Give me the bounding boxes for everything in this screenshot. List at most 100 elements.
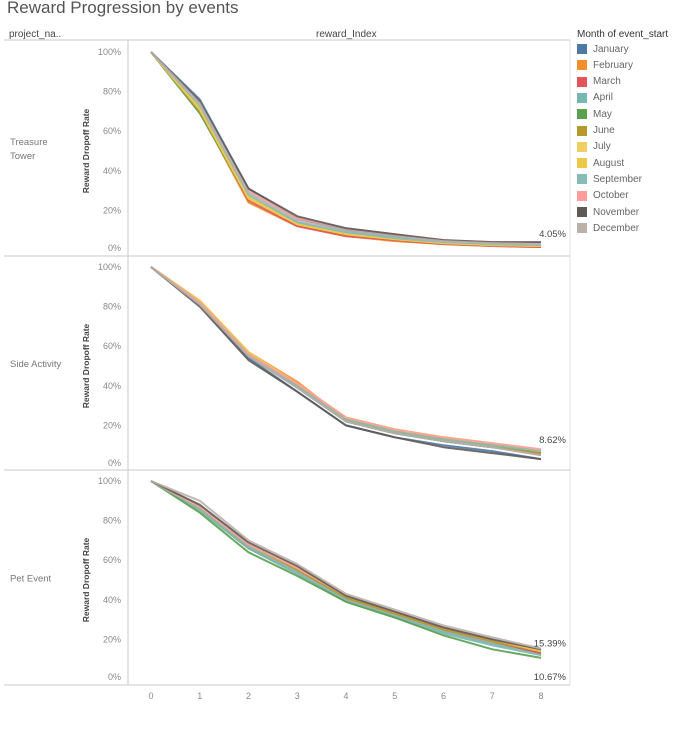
legend-swatch xyxy=(577,44,587,54)
series-line-may xyxy=(150,480,542,659)
end-value-label: 4.05% xyxy=(539,229,566,240)
y-tick-label: 0% xyxy=(108,672,121,682)
series-line-january xyxy=(150,266,542,461)
series-line-august xyxy=(150,480,542,653)
legend-label: February xyxy=(593,59,634,71)
series-line-march xyxy=(150,51,542,248)
y-tick-label: 40% xyxy=(103,166,121,176)
legend-label: September xyxy=(593,173,642,185)
y-tick-label: 80% xyxy=(103,516,121,526)
x-tick-label: 8 xyxy=(538,691,543,701)
y-tick-label: 40% xyxy=(103,595,121,605)
y-tick-label: 40% xyxy=(103,381,121,391)
legend-item[interactable]: January xyxy=(577,42,629,56)
legend-item[interactable]: December xyxy=(577,221,639,235)
legend-swatch xyxy=(577,174,587,185)
legend-item[interactable]: February xyxy=(577,58,633,72)
series-line-october xyxy=(150,51,542,245)
series-line-december xyxy=(150,266,542,457)
x-tick-label: 3 xyxy=(295,691,300,701)
legend-item[interactable]: June xyxy=(577,124,615,138)
legend-item[interactable]: March xyxy=(577,75,621,89)
row-label: Treasure xyxy=(10,137,48,148)
y-tick-label: 100% xyxy=(98,262,121,272)
y-axis-title: Reward Dropoff Rate xyxy=(81,323,91,408)
column-dimension-header[interactable]: reward_Index xyxy=(316,29,377,40)
legend-item[interactable]: May xyxy=(577,107,612,121)
series-line-july xyxy=(150,266,542,453)
legend-label: August xyxy=(593,157,625,169)
legend-swatch xyxy=(577,60,587,71)
legend-item[interactable]: September xyxy=(577,172,642,186)
legend-swatch xyxy=(577,109,587,120)
series-line-december xyxy=(150,480,542,650)
y-tick-label: 20% xyxy=(103,634,121,644)
series-line-november xyxy=(150,266,542,461)
y-axis-title: Reward Dropoff Rate xyxy=(81,108,91,193)
legend-label: April xyxy=(593,92,614,104)
legend-swatch xyxy=(577,92,587,103)
y-tick-label: 60% xyxy=(103,341,121,351)
x-tick-label: 4 xyxy=(343,691,348,701)
row-label: Pet Event xyxy=(10,574,52,585)
legend-swatch xyxy=(577,141,587,152)
legend-swatch xyxy=(577,223,587,234)
legend-item[interactable]: July xyxy=(577,140,611,154)
row-dimension-header[interactable]: project_na.. xyxy=(9,29,62,40)
legend-swatch xyxy=(577,207,587,217)
row-label: Side Activity xyxy=(10,359,61,370)
legend-label: June xyxy=(593,125,615,136)
y-tick-label: 20% xyxy=(103,205,121,215)
series-line-january xyxy=(150,480,542,655)
legend-label: July xyxy=(593,141,611,153)
legend-label: May xyxy=(593,108,612,120)
row-label: Tower xyxy=(10,151,35,162)
series-line-august xyxy=(150,266,542,453)
legend-item[interactable]: August xyxy=(577,156,624,170)
series-line-september xyxy=(150,266,542,453)
series-line-october xyxy=(150,480,542,651)
series-line-february xyxy=(150,51,542,248)
x-tick-label: 7 xyxy=(490,691,495,701)
series-line-april xyxy=(150,480,542,657)
y-tick-label: 80% xyxy=(103,87,121,97)
series-line-september xyxy=(150,51,542,247)
legend-swatch xyxy=(577,76,587,87)
y-tick-label: 0% xyxy=(108,243,121,253)
legend-label: January xyxy=(593,43,629,55)
series-line-april xyxy=(150,51,542,247)
y-tick-label: 20% xyxy=(103,420,121,430)
y-tick-label: 80% xyxy=(103,302,121,312)
series-line-may xyxy=(150,51,542,247)
series-line-november xyxy=(150,51,541,244)
end-value-label: 15.39% xyxy=(534,639,567,650)
legend-swatch xyxy=(577,190,587,201)
series-line-march xyxy=(150,480,542,655)
y-tick-label: 0% xyxy=(108,458,121,468)
series-line-september xyxy=(150,480,542,657)
end-value-label: 8.62% xyxy=(539,435,566,446)
series-line-january xyxy=(150,51,542,247)
legend-swatch xyxy=(577,125,587,136)
x-tick-label: 1 xyxy=(197,691,202,701)
series-line-december xyxy=(150,51,542,246)
x-tick-label: 0 xyxy=(148,691,153,701)
legend-label: December xyxy=(593,222,640,234)
series-line-july xyxy=(150,480,542,651)
series-line-october xyxy=(150,266,542,451)
series-line-june xyxy=(150,480,542,653)
series-line-november xyxy=(150,480,542,651)
legend-label: October xyxy=(593,190,629,202)
y-tick-label: 60% xyxy=(103,126,121,136)
legend-item[interactable]: November xyxy=(577,205,639,219)
legend-item[interactable]: October xyxy=(577,189,629,203)
legend-label: March xyxy=(593,76,621,88)
legend-item[interactable]: April xyxy=(577,91,613,105)
series-line-june xyxy=(150,51,542,247)
legend-swatch xyxy=(577,158,587,169)
y-tick-label: 100% xyxy=(98,47,121,57)
series-line-february xyxy=(150,480,542,653)
y-axis-title: Reward Dropoff Rate xyxy=(81,537,91,622)
